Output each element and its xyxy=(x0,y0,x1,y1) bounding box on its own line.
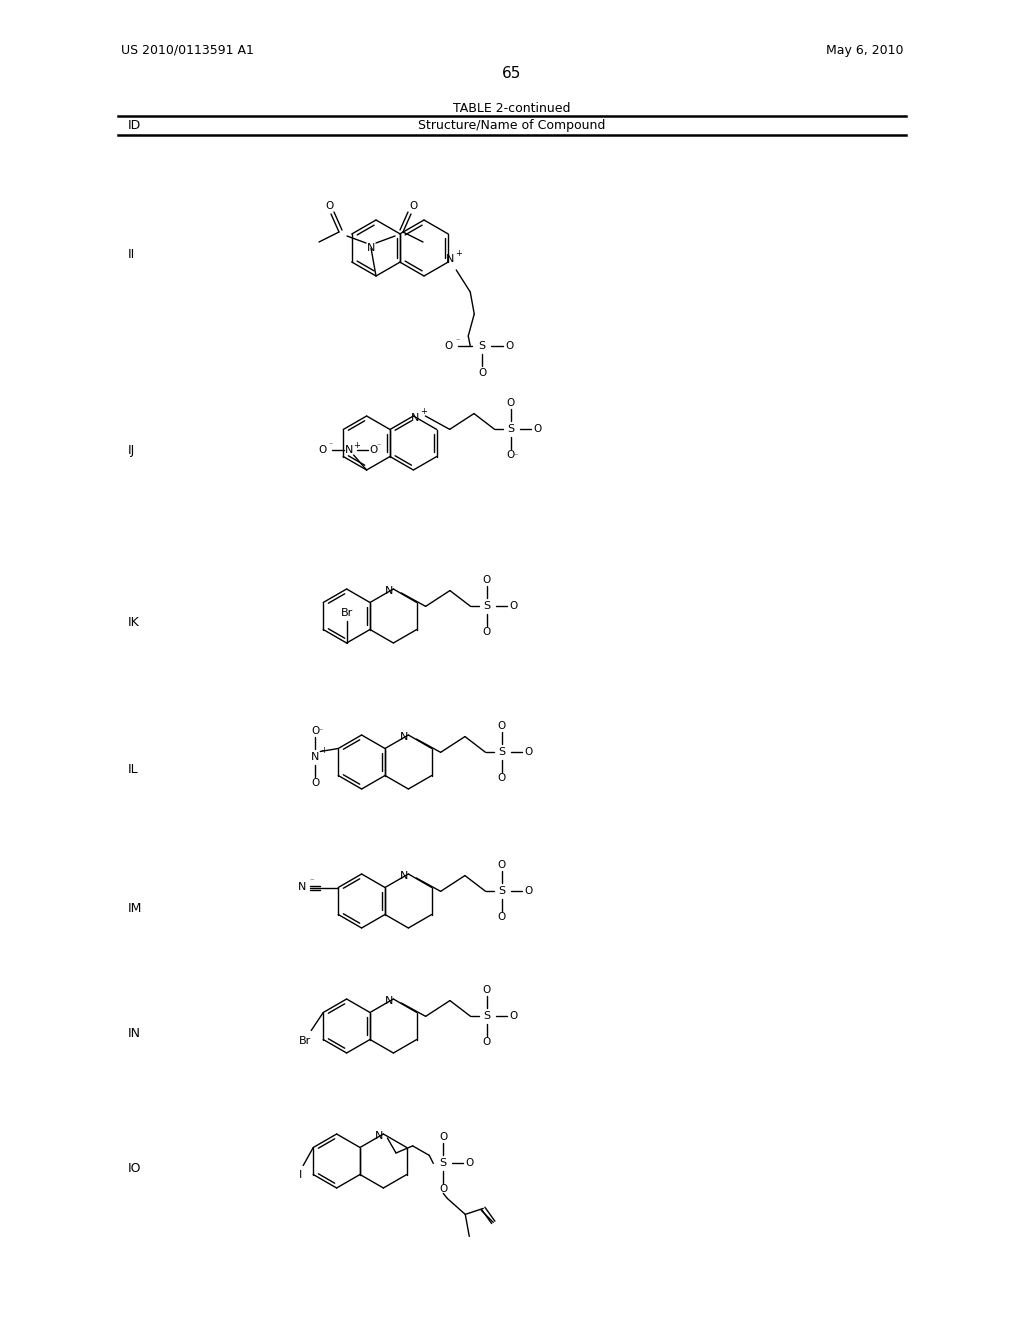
Text: S: S xyxy=(483,1011,490,1022)
Text: N: N xyxy=(367,243,375,253)
Text: +: + xyxy=(420,408,427,417)
Text: S: S xyxy=(483,602,490,611)
Text: TABLE 2-continued: TABLE 2-continued xyxy=(454,102,570,115)
Text: N: N xyxy=(400,871,409,880)
Text: +: + xyxy=(319,746,327,755)
Text: O: O xyxy=(505,341,513,351)
Text: O: O xyxy=(482,985,490,995)
Text: N: N xyxy=(412,413,420,422)
Text: O: O xyxy=(524,747,532,758)
Text: O: O xyxy=(498,912,506,923)
Text: Br: Br xyxy=(299,1035,311,1045)
Text: O: O xyxy=(478,368,486,378)
Text: S: S xyxy=(478,341,485,351)
Text: Structure/Name of Compound: Structure/Name of Compound xyxy=(419,119,605,132)
Text: O: O xyxy=(444,341,453,351)
Text: ⁻: ⁻ xyxy=(455,337,460,346)
Text: O: O xyxy=(482,576,490,585)
Text: ⁻: ⁻ xyxy=(377,441,381,450)
Text: ⁻: ⁻ xyxy=(309,876,313,884)
Text: N: N xyxy=(385,586,393,597)
Text: O: O xyxy=(409,201,417,211)
Text: O: O xyxy=(510,602,518,611)
Text: N: N xyxy=(385,997,393,1006)
Text: IM: IM xyxy=(128,902,142,915)
Text: N: N xyxy=(375,1131,384,1140)
Text: S: S xyxy=(507,424,514,434)
Text: ID: ID xyxy=(128,119,141,132)
Text: O: O xyxy=(534,424,542,434)
Text: +: + xyxy=(353,441,360,450)
Text: O: O xyxy=(325,201,333,211)
Text: O: O xyxy=(498,774,506,783)
Text: O: O xyxy=(439,1184,447,1195)
Text: N: N xyxy=(298,883,306,892)
Text: May 6, 2010: May 6, 2010 xyxy=(825,44,903,57)
Text: O: O xyxy=(482,627,490,638)
Text: ⁻: ⁻ xyxy=(513,451,518,459)
Text: N: N xyxy=(311,751,319,762)
Text: IN: IN xyxy=(128,1027,141,1040)
Text: O: O xyxy=(311,779,319,788)
Text: ⁻: ⁻ xyxy=(318,726,323,735)
Text: N: N xyxy=(344,445,353,455)
Text: O: O xyxy=(498,861,506,870)
Text: ⁻: ⁻ xyxy=(329,441,333,450)
Text: O: O xyxy=(465,1159,473,1168)
Text: O: O xyxy=(439,1133,447,1142)
Text: O: O xyxy=(498,721,506,731)
Text: IJ: IJ xyxy=(128,444,135,457)
Text: IL: IL xyxy=(128,763,138,776)
Text: US 2010/0113591 A1: US 2010/0113591 A1 xyxy=(121,44,254,57)
Text: O: O xyxy=(318,445,327,455)
Text: O: O xyxy=(507,399,515,408)
Text: O: O xyxy=(311,726,319,735)
Text: I: I xyxy=(299,1171,302,1180)
Text: O: O xyxy=(370,445,378,455)
Text: IK: IK xyxy=(128,616,139,630)
Text: S: S xyxy=(439,1159,446,1168)
Text: +: + xyxy=(455,248,462,257)
Text: II: II xyxy=(128,248,135,261)
Text: Br: Br xyxy=(341,609,352,618)
Text: N: N xyxy=(446,253,455,264)
Text: O: O xyxy=(482,1038,490,1047)
Text: S: S xyxy=(498,886,505,896)
Text: IO: IO xyxy=(128,1162,141,1175)
Text: N: N xyxy=(400,733,409,742)
Text: S: S xyxy=(498,747,505,758)
Text: O: O xyxy=(524,886,532,896)
Text: 65: 65 xyxy=(503,66,521,82)
Text: O: O xyxy=(510,1011,518,1022)
Text: O: O xyxy=(507,450,515,461)
